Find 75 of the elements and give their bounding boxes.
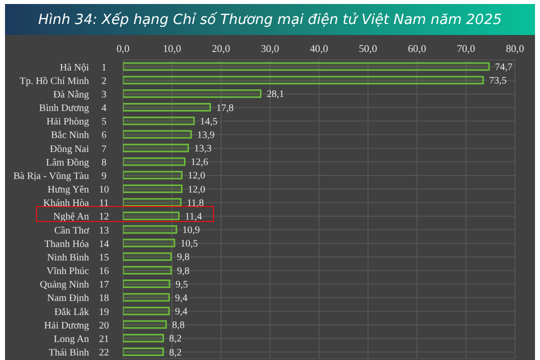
x-tick-label: 20,0 bbox=[212, 44, 230, 55]
bar bbox=[123, 116, 195, 126]
y-tick-label: Khánh Hòa 11 bbox=[43, 198, 109, 210]
data-label: 13,3 bbox=[194, 144, 212, 155]
data-label: 9,4 bbox=[175, 292, 188, 304]
category-label: Đồng Nai 7 bbox=[50, 144, 106, 155]
bar bbox=[123, 252, 172, 261]
y-tick-label: Ninh Bình 15 bbox=[47, 252, 109, 264]
bar bbox=[123, 184, 183, 193]
bar bbox=[123, 212, 180, 220]
x-tick-label: 70,0 bbox=[456, 44, 476, 55]
y-tick-label: Long An 21 bbox=[54, 334, 109, 345]
bar bbox=[123, 157, 186, 166]
y-tick-label: Đắk Lắk 19 bbox=[54, 306, 109, 318]
data-label: 13,9 bbox=[197, 130, 215, 141]
x-tick-label: 40,0 bbox=[310, 44, 328, 55]
data-label: 10,5 bbox=[180, 238, 198, 250]
data-label: 9,8 bbox=[177, 252, 190, 264]
y-tick-label: Quảng Ninh 17 bbox=[40, 280, 109, 291]
y-tick-label: Cần Thơ 13 bbox=[54, 225, 109, 236]
data-label: 8,2 bbox=[169, 334, 182, 345]
bar bbox=[123, 306, 170, 316]
y-tick-label: Nghệ An 12 bbox=[53, 212, 109, 223]
x-tick-label: 80,0 bbox=[506, 44, 524, 55]
bar bbox=[123, 102, 211, 112]
bar bbox=[123, 130, 192, 139]
data-label: 12,0 bbox=[188, 184, 206, 196]
bar bbox=[123, 238, 176, 248]
bar bbox=[123, 76, 484, 84]
data-label: 9,4 bbox=[175, 306, 188, 318]
category-label: Bà Rịa - Vũng Tàu 9 bbox=[13, 170, 106, 182]
y-tick-label: Nam Định 18 bbox=[47, 293, 109, 304]
bar bbox=[123, 280, 170, 288]
y-tick-label: Thanh Hóa 14 bbox=[44, 238, 109, 250]
data-label: 74,7 bbox=[495, 62, 513, 74]
bar bbox=[123, 170, 183, 180]
data-label: 8,8 bbox=[172, 320, 185, 332]
data-label: 9,5 bbox=[176, 279, 188, 290]
data-label: 8,2 bbox=[169, 347, 182, 358]
data-label: 10,9 bbox=[182, 225, 200, 236]
data-label: 11,4 bbox=[184, 211, 202, 222]
x-tick-label: 0,0 bbox=[116, 44, 130, 55]
bar bbox=[123, 334, 164, 342]
x-tick-label: 60,0 bbox=[408, 44, 426, 55]
y-tick-label: Vĩnh Phúc 16 bbox=[46, 266, 109, 278]
category-label: Lâm Đồng 8 bbox=[46, 157, 106, 168]
category-label: Hải Phòng 5 bbox=[46, 116, 106, 128]
bar bbox=[123, 320, 167, 329]
bar bbox=[123, 347, 164, 356]
data-label: 12,0 bbox=[188, 170, 206, 182]
category-label: Bình Dương 4 bbox=[39, 103, 106, 114]
bar bbox=[123, 144, 189, 152]
category-label: Tp. Hồ Chí Minh 2 bbox=[20, 76, 106, 87]
bar bbox=[123, 225, 178, 234]
x-tick-label: 10,0 bbox=[162, 44, 182, 55]
category-label: Đà Nẵng 3 bbox=[53, 89, 106, 100]
data-label: 14,5 bbox=[200, 116, 218, 128]
chart-title: Hình 34: Xếp hạng Chỉ số Thương mại điện tử Việt Nam năm 2025 bbox=[5, 4, 535, 35]
bar bbox=[123, 198, 182, 207]
category-label: Hà Nội 1 bbox=[60, 62, 106, 74]
x-tick-label: 30,0 bbox=[260, 44, 280, 55]
data-label: 73,5 bbox=[489, 76, 507, 87]
data-label: 12,6 bbox=[190, 157, 208, 168]
data-label: 28,1 bbox=[266, 89, 284, 100]
bar bbox=[123, 266, 172, 274]
y-tick-label: Hải Dương 20 bbox=[44, 320, 109, 332]
bar bbox=[123, 293, 170, 302]
y-tick-label: Thái Bình 22 bbox=[48, 348, 109, 359]
category-label: Bắc Ninh 6 bbox=[51, 130, 106, 142]
x-tick-label: 50,0 bbox=[358, 44, 378, 55]
data-label: 17,8 bbox=[216, 102, 234, 114]
bar bbox=[123, 89, 262, 98]
data-label: 9,8 bbox=[177, 266, 190, 277]
bar bbox=[123, 62, 490, 71]
y-tick-label: Hưng Yên 10 bbox=[48, 184, 109, 196]
